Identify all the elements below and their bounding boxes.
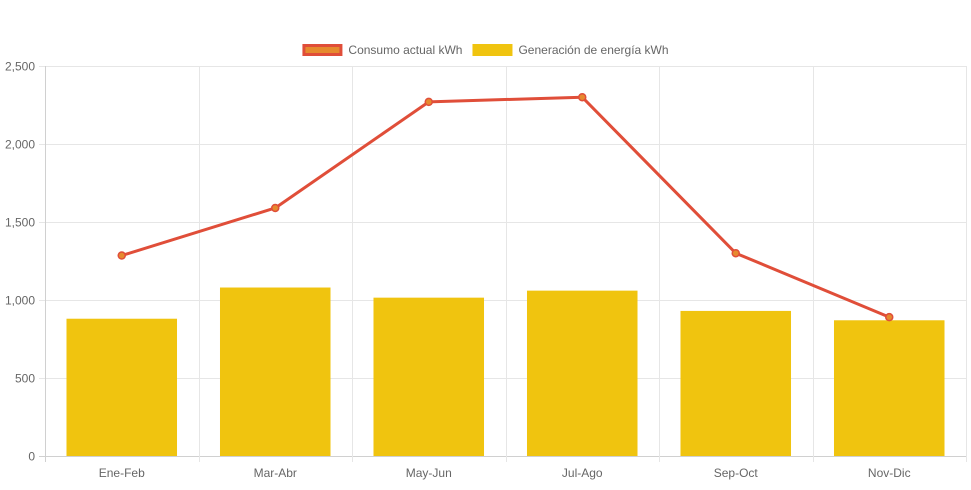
legend-label: Consumo actual kWh xyxy=(348,43,462,57)
line-series-consumo xyxy=(117,92,894,322)
line-point[interactable] xyxy=(271,203,280,213)
y-tick-label: 500 xyxy=(15,372,35,386)
y-tick-label: 1,500 xyxy=(5,216,35,230)
bar[interactable] xyxy=(373,297,485,456)
x-tick-label: Sep-Oct xyxy=(714,466,759,480)
y-tick-label: 0 xyxy=(28,450,35,464)
line-point[interactable] xyxy=(731,248,740,258)
y-tick-label: 2,500 xyxy=(5,60,35,74)
bar-series-generacion xyxy=(66,287,945,456)
grid xyxy=(39,66,967,462)
x-tick-label: Ene-Feb xyxy=(99,466,145,480)
x-tick-label: May-Jun xyxy=(406,466,452,480)
line-point[interactable] xyxy=(885,312,894,322)
bar[interactable] xyxy=(219,287,331,456)
line-point[interactable] xyxy=(424,97,433,107)
bar[interactable] xyxy=(680,310,792,456)
x-tick-label: Jul-Ago xyxy=(562,466,603,480)
bar[interactable] xyxy=(66,318,178,456)
legend-swatch-bar xyxy=(472,44,513,56)
x-tick-label: Nov-Dic xyxy=(868,466,911,480)
y-tick-label: 2,000 xyxy=(5,138,35,152)
legend[interactable]: Consumo actual kWh Generación de energía … xyxy=(302,43,669,57)
line-point[interactable] xyxy=(117,251,126,260)
series-line xyxy=(121,95,890,319)
legend-swatch-line xyxy=(302,44,343,56)
x-tick-label: Mar-Abr xyxy=(254,466,297,480)
legend-item[interactable]: Consumo actual kWh xyxy=(302,43,463,57)
y-tick-label: 1,000 xyxy=(5,294,35,308)
line-point[interactable] xyxy=(578,92,587,102)
bar[interactable] xyxy=(526,290,638,456)
legend-item[interactable]: Generación de energía kWh xyxy=(472,43,669,57)
legend-label: Generación de energía kWh xyxy=(518,43,668,57)
bar[interactable] xyxy=(833,320,945,456)
axes: 0 500 1,000 1,500 2,000 2,500 Ene-Feb Mar-Abr Ma… xyxy=(5,60,911,481)
